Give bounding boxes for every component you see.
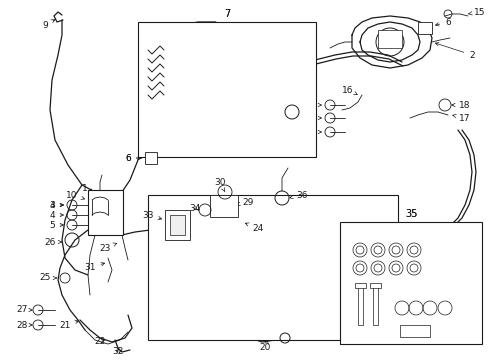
Text: 1: 1 — [82, 184, 93, 193]
Bar — [138, 22, 315, 157]
Text: 36: 36 — [289, 190, 307, 199]
Text: 4: 4 — [308, 113, 321, 122]
Text: 3: 3 — [308, 100, 321, 109]
Bar — [369, 283, 380, 288]
Text: 21: 21 — [59, 320, 79, 329]
Text: 26: 26 — [44, 238, 61, 247]
Bar — [148, 195, 397, 340]
Text: 12: 12 — [299, 111, 313, 120]
Text: 5: 5 — [49, 220, 63, 230]
Text: 32: 32 — [112, 347, 123, 356]
Text: 29: 29 — [236, 198, 253, 207]
Text: 28: 28 — [16, 320, 32, 329]
Text: 10: 10 — [66, 190, 84, 199]
Text: 27: 27 — [16, 306, 32, 315]
Text: 6: 6 — [434, 18, 450, 27]
Text: 7: 7 — [224, 9, 230, 19]
Bar — [339, 222, 481, 344]
Bar — [357, 285, 362, 325]
Bar — [372, 285, 377, 325]
Text: 3: 3 — [49, 201, 63, 210]
Text: 2: 2 — [434, 42, 474, 59]
Text: 31: 31 — [84, 262, 104, 273]
Text: 4: 4 — [49, 201, 63, 210]
Text: 24: 24 — [245, 223, 263, 233]
Text: 6: 6 — [125, 153, 141, 162]
Text: 15: 15 — [468, 8, 485, 17]
Text: 14: 14 — [298, 33, 310, 45]
Bar — [88, 190, 123, 235]
Bar — [417, 22, 431, 34]
Bar — [209, 195, 238, 217]
Text: 6: 6 — [125, 153, 141, 162]
Text: 35: 35 — [404, 209, 416, 219]
Text: 30: 30 — [214, 177, 225, 192]
Text: 13: 13 — [238, 77, 253, 87]
Text: 18: 18 — [451, 100, 470, 109]
Text: 22: 22 — [94, 338, 105, 346]
Text: 19: 19 — [382, 255, 400, 273]
Text: 8: 8 — [145, 48, 157, 58]
Bar — [399, 325, 429, 337]
Text: 11: 11 — [172, 130, 187, 140]
Bar — [377, 30, 401, 48]
Text: 16: 16 — [342, 86, 357, 95]
Text: 7: 7 — [224, 9, 230, 19]
Bar — [145, 152, 157, 164]
Text: 23: 23 — [99, 243, 117, 252]
Text: 17: 17 — [452, 113, 470, 122]
Text: 20: 20 — [259, 341, 270, 352]
Bar — [354, 283, 365, 288]
Text: 34: 34 — [189, 203, 200, 212]
Text: 4: 4 — [49, 211, 63, 220]
Bar — [170, 215, 184, 235]
Text: 5: 5 — [308, 127, 321, 136]
Text: 25: 25 — [39, 274, 57, 283]
Text: 35: 35 — [404, 209, 416, 219]
Text: 33: 33 — [142, 211, 161, 220]
Bar — [164, 210, 190, 240]
Text: 9: 9 — [42, 20, 55, 30]
